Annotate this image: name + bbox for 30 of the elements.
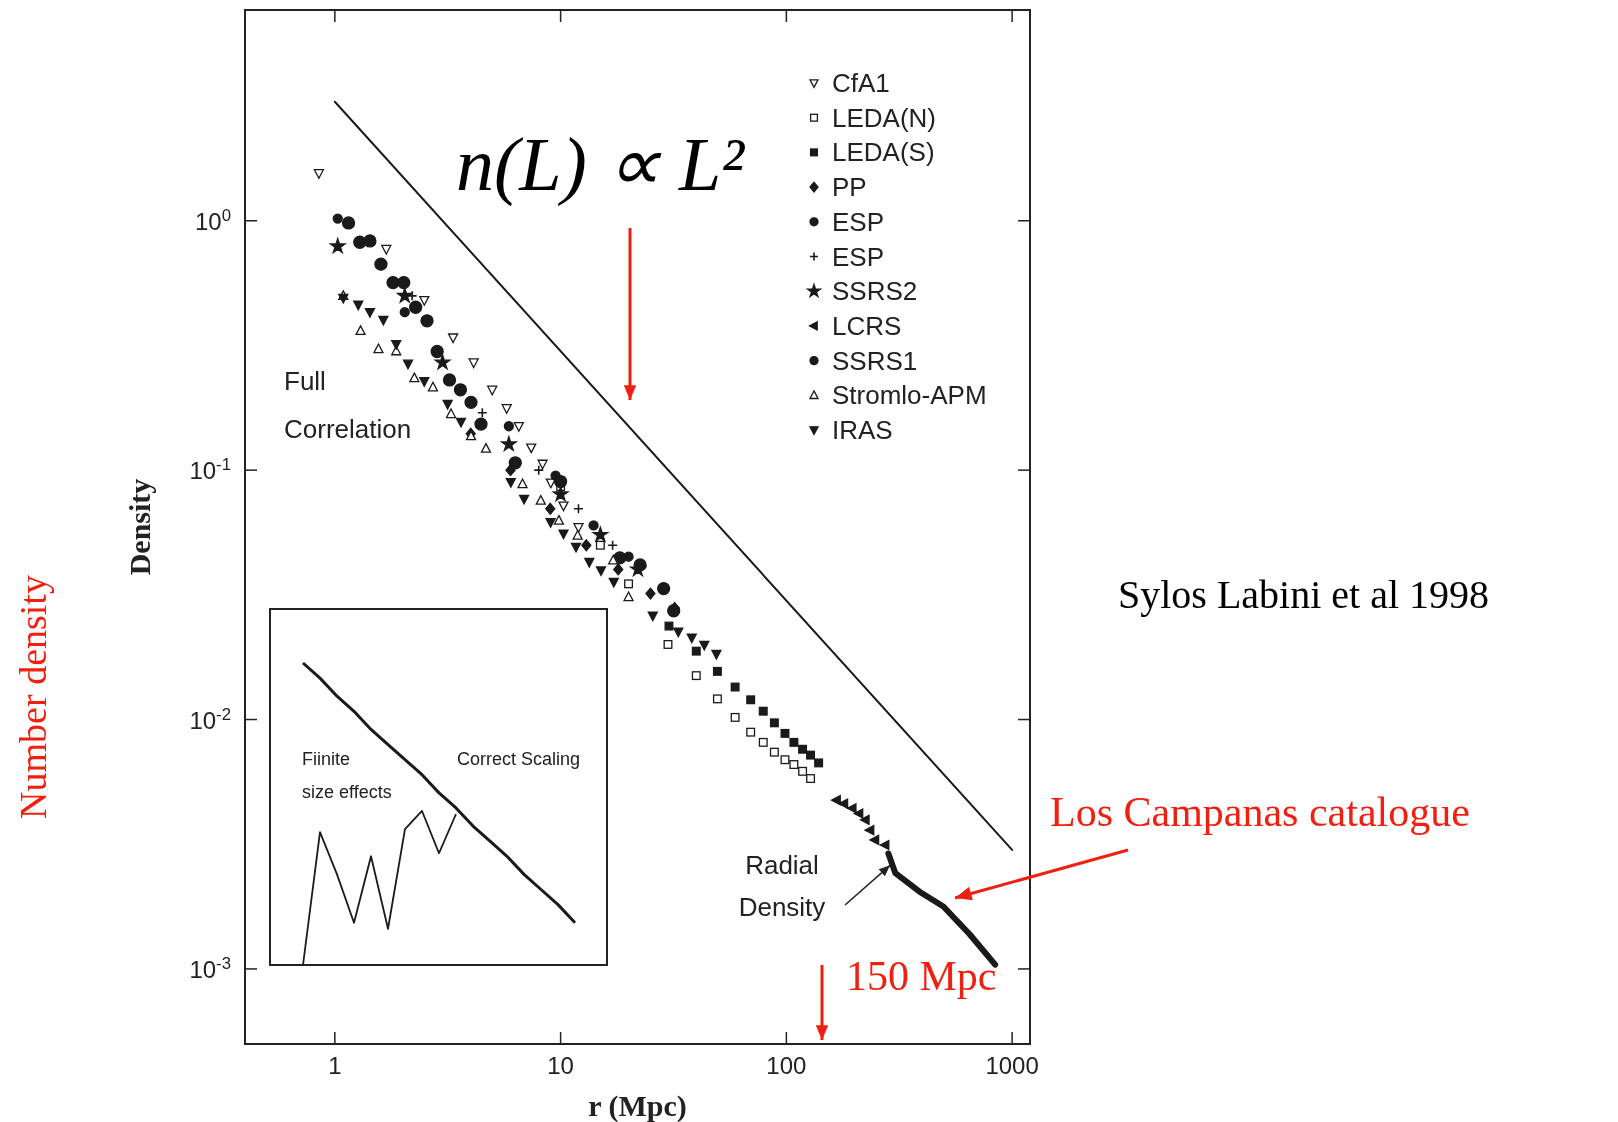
- x-tick-label: 10: [547, 1052, 574, 1079]
- text: Sylos Labini et al 1998: [1118, 572, 1490, 617]
- y-tick-label: 10$^{-2}$: [189, 704, 231, 734]
- annotation: 150 Mpc: [846, 953, 997, 999]
- legend-label: Stromlo-APM: [832, 380, 987, 411]
- text: Number density: [12, 575, 54, 819]
- annotation: Correct Scaling: [457, 749, 581, 769]
- x-tick-label: 1000: [985, 1052, 1039, 1079]
- legend-label: LEDA(N): [832, 102, 937, 133]
- annotation: Radial Density: [738, 850, 826, 922]
- x-tick-label: 100: [766, 1052, 807, 1079]
- annotation: Fiinite size effects: [302, 749, 392, 802]
- legend-label: PP: [832, 172, 867, 203]
- legend-label: CfA1: [832, 68, 890, 98]
- y-tick-label: 10$^{0}$: [194, 205, 231, 235]
- x-axis-title: r (Mpc): [588, 1089, 687, 1122]
- y-axis-title: Density: [123, 478, 156, 576]
- x-tick-label: 1: [328, 1052, 342, 1079]
- annotation: Full Correlation: [284, 366, 412, 444]
- legend-label: ESP: [832, 206, 885, 237]
- legend-label: SSRS1: [832, 345, 918, 376]
- y-tick-label: 10$^{-1}$: [189, 454, 231, 485]
- legend-label: IRAS: [832, 415, 893, 445]
- legend-label: LEDA(S): [832, 137, 935, 168]
- legend-label: ESP: [832, 241, 885, 272]
- legend-label: SSRS2: [832, 276, 918, 307]
- y-tick-label: 10$^{-3}$: [189, 953, 231, 983]
- legend-label: LCRS: [832, 310, 902, 341]
- annotation: n(L) ∝ L²: [456, 122, 746, 207]
- text: Los Campanas catalogue: [1050, 789, 1470, 835]
